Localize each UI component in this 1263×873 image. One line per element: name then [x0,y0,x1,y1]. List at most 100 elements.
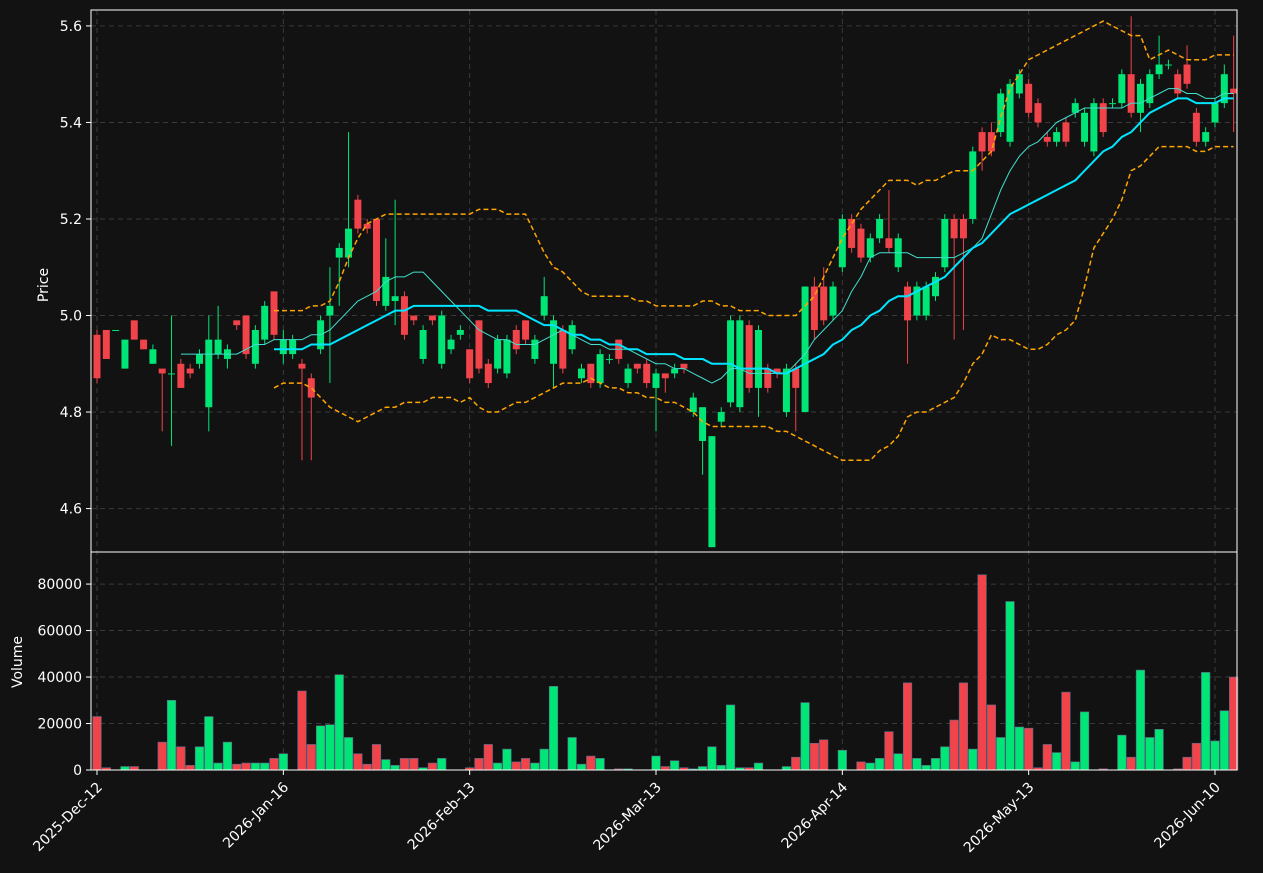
candle-body [699,407,707,441]
volume-bar [800,702,810,771]
volume-bar [502,748,512,771]
volume-bar [1052,752,1062,771]
volume-bar [334,674,344,771]
candle-body [904,286,912,321]
volume-bar [958,682,969,771]
candle-body [466,349,474,379]
volume-bar [576,763,587,771]
volume-bar [996,737,1006,771]
volume-bar [940,746,950,771]
indicator-line [274,20,1234,317]
candle-body [149,349,157,364]
volume-bar [390,765,400,771]
volume-bar [725,704,736,771]
candle-body [121,339,129,369]
volume-bar [697,766,708,771]
candle-body [587,363,595,384]
volume-bar [483,744,493,771]
candle-body [689,397,697,413]
candle-body [102,329,110,359]
candle-body [1155,64,1163,75]
candle-body [382,276,390,306]
volume-bar [427,762,437,771]
candle-body [633,363,641,369]
candle-body [345,228,353,258]
volume-bar [921,765,931,771]
volume-bar [968,748,978,771]
candle-body [354,199,362,229]
volume-bar [511,761,521,771]
candle-body [661,373,669,379]
volume-bar [520,758,531,771]
volume-bar [1154,729,1164,771]
volume-bar [567,737,577,771]
candle-body [1183,64,1191,84]
candle-body [428,315,436,321]
volume-bar [120,766,130,771]
candle-body [540,296,548,316]
volume-bar [875,758,885,771]
volume-bar [1042,744,1052,771]
volume-bar [381,759,391,771]
candle-body [820,286,828,321]
candle-body [1015,74,1023,94]
candle-body [130,320,138,340]
volume-bar [1145,737,1155,771]
volume-bar [884,731,894,771]
volume-bar [791,756,801,771]
volume-bar [92,716,102,771]
candle-body [848,218,856,248]
candle-body [335,247,343,258]
volume-bar [343,737,354,771]
volume-bar [232,763,242,771]
candle-body [1099,103,1107,133]
indicator-line [180,88,1234,384]
candle-body [326,305,334,316]
volume-bar [306,744,316,771]
candle-body [251,329,259,364]
candle-body [922,286,930,316]
candle-body [438,315,446,364]
candle-body [363,223,371,229]
candle-body [410,315,418,321]
candle-body [1062,122,1070,142]
candle-body [307,378,315,398]
candle-body [1071,103,1079,113]
volume-bar [241,762,251,771]
candle-body [1025,83,1033,113]
candle-body [1211,103,1219,123]
volume-bar [539,748,549,771]
volume-bar [260,762,270,771]
volume-bar [176,746,186,771]
candle-body [866,238,874,258]
volume-bar [1201,672,1211,771]
volume-bar [194,746,205,771]
candle-body [876,218,884,239]
volume-bar [437,758,447,771]
candle-body [969,151,977,219]
volume-bar [362,763,372,771]
candle-body [195,354,203,364]
candle-body [671,368,679,374]
volume-bar [586,755,596,771]
candle-body [298,363,306,369]
volume-bar [753,762,764,771]
candle-body [1109,103,1117,105]
candle-body [1230,88,1238,94]
volume-bar [474,758,484,771]
volume-bar [809,742,819,771]
candle-body [754,329,762,388]
candle-body [745,325,753,388]
volume-bar [1135,669,1146,771]
candle-body [810,286,818,330]
y-tick-label: 0 [73,763,82,779]
volume-bar [129,766,139,771]
volume-bar [297,690,307,771]
candle-body [419,329,427,359]
candle-body [829,286,837,316]
candle-body [503,339,511,374]
candle-body [522,320,530,340]
candle-body [792,368,800,388]
candle-body [717,412,725,422]
